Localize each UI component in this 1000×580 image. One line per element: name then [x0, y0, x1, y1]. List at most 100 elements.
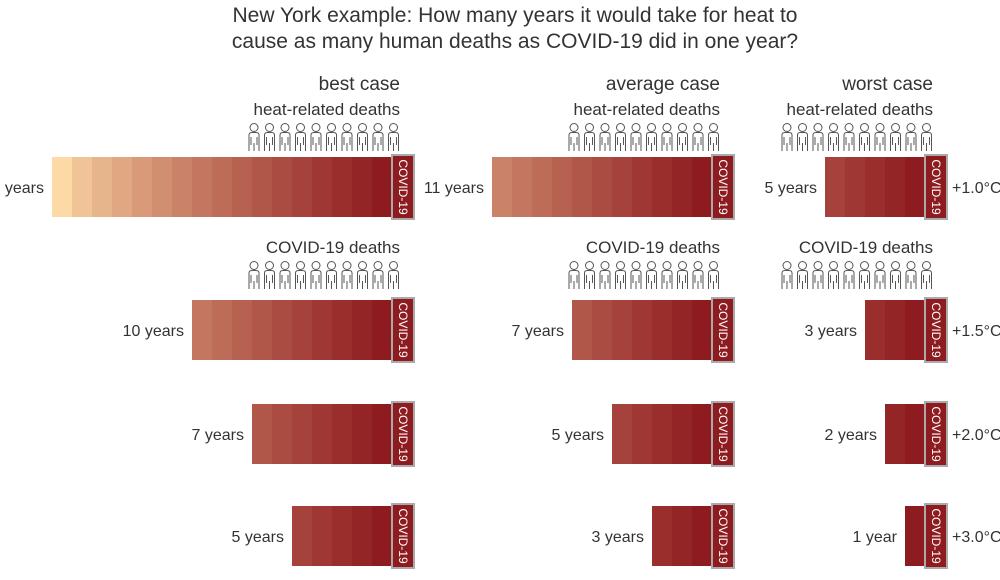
bar-segment — [632, 157, 653, 217]
scenario-header: best case — [319, 74, 400, 95]
person-head — [813, 261, 823, 270]
person-head — [358, 123, 367, 132]
person-head — [782, 261, 792, 270]
bar-segment — [212, 157, 233, 217]
covid-deaths-legend-person-icon — [310, 261, 322, 289]
person-head — [249, 261, 259, 270]
bar-segment — [692, 157, 713, 217]
bar-segment — [612, 404, 633, 464]
heat-deaths-legend-person-icon — [661, 123, 673, 151]
covid-deaths-legend-person-icon — [584, 261, 595, 289]
heat-deaths-legend-person-icon — [630, 123, 642, 151]
covid-deaths-legend-person-icon — [295, 261, 306, 289]
person-body — [692, 132, 704, 151]
covid-deaths-legend-person-icon — [630, 261, 642, 289]
chart-title-line-2: cause as many human deaths as COVID-19 d… — [232, 30, 798, 53]
person-head — [678, 261, 687, 270]
bar-segment — [272, 157, 293, 217]
person-head — [678, 123, 687, 132]
person-body — [357, 132, 368, 151]
person-body — [921, 132, 932, 151]
person-head — [585, 261, 594, 270]
covid-deaths-legend-person-icon — [812, 261, 824, 289]
bar-segment — [492, 157, 513, 217]
heat-deaths-legend-person-icon — [326, 123, 337, 151]
person-body — [279, 270, 291, 289]
heat-deaths-legend-person-icon — [812, 123, 824, 151]
bar-segment — [592, 157, 613, 217]
person-body — [388, 132, 399, 151]
bar-segment — [272, 404, 293, 464]
bar-segment — [572, 300, 593, 360]
bar-segment — [352, 300, 373, 360]
person-head — [782, 123, 792, 132]
person-body — [874, 132, 886, 151]
covid-deaths-legend-label: COVID-19 deaths — [799, 238, 933, 257]
person-body — [310, 132, 322, 151]
person-body — [310, 270, 322, 289]
person-head — [616, 261, 625, 270]
bar-segment — [92, 157, 113, 217]
person-head — [631, 261, 641, 270]
bar-segment — [372, 506, 393, 566]
bar-segment — [312, 404, 333, 464]
person-body — [828, 132, 839, 151]
person-head — [327, 261, 336, 270]
heat-deaths-legend-person-icon — [372, 123, 384, 151]
bar-segment — [332, 506, 353, 566]
person-head — [662, 123, 672, 132]
bar-segment — [312, 506, 333, 566]
covid-bar-tag — [391, 401, 415, 467]
person-body — [630, 132, 642, 151]
person-head — [249, 123, 259, 132]
person-body — [248, 132, 260, 151]
covid-deaths-legend-person-icon — [568, 261, 580, 289]
bar-segment — [372, 157, 393, 217]
person-head — [813, 123, 823, 132]
bar-segment — [572, 157, 593, 217]
bar-segment — [905, 404, 926, 464]
covid-deaths-legend-person-icon — [692, 261, 704, 289]
heat-deaths-legend-person-icon — [692, 123, 704, 151]
bar-segment — [332, 404, 353, 464]
bar-segment — [612, 157, 633, 217]
heat-deaths-legend-person-icon — [295, 123, 306, 151]
covid-deaths-legend-person-icon — [859, 261, 870, 289]
person-body — [874, 270, 886, 289]
covid-bar-tag-label: COVID-19 — [396, 302, 410, 358]
bar-segment — [352, 404, 373, 464]
person-head — [342, 261, 352, 270]
covid-bar-tag — [924, 503, 948, 569]
heat-deaths-legend-person-icon — [310, 123, 322, 151]
person-head — [358, 261, 367, 270]
person-body — [341, 132, 353, 151]
bar-segment — [532, 157, 553, 217]
bar-segment — [272, 300, 293, 360]
bar-segment — [865, 300, 886, 360]
bar-segment — [52, 157, 73, 217]
bar-segment — [672, 506, 693, 566]
person-body — [708, 132, 719, 151]
covid-bar-tag — [711, 154, 735, 220]
heat-deaths-legend-person-icon — [905, 123, 917, 151]
covid-deaths-legend-person-icon — [797, 261, 808, 289]
chart-marks: best case average case worst case heat-rela… — [0, 74, 1000, 569]
person-head — [342, 123, 352, 132]
covid-deaths-legend-person-icon — [661, 261, 673, 289]
heat-deaths-legend-person-icon — [708, 123, 719, 151]
heat-deaths-legend-person-icon — [781, 123, 793, 151]
bar-segment — [292, 157, 313, 217]
heat-deaths-legend-person-icon — [279, 123, 291, 151]
covid-deaths-legend-person-icon — [843, 261, 855, 289]
covid-bar-tag — [391, 297, 415, 363]
person-head — [693, 123, 703, 132]
person-head — [647, 123, 656, 132]
person-head — [798, 123, 807, 132]
covid-bar-tag-label: COVID-19 — [716, 406, 730, 462]
person-head — [265, 123, 274, 132]
bar-value-label: 5 years — [232, 529, 284, 546]
person-head — [662, 261, 672, 270]
bar-segment — [192, 300, 213, 360]
person-head — [891, 261, 900, 270]
person-head — [296, 123, 305, 132]
